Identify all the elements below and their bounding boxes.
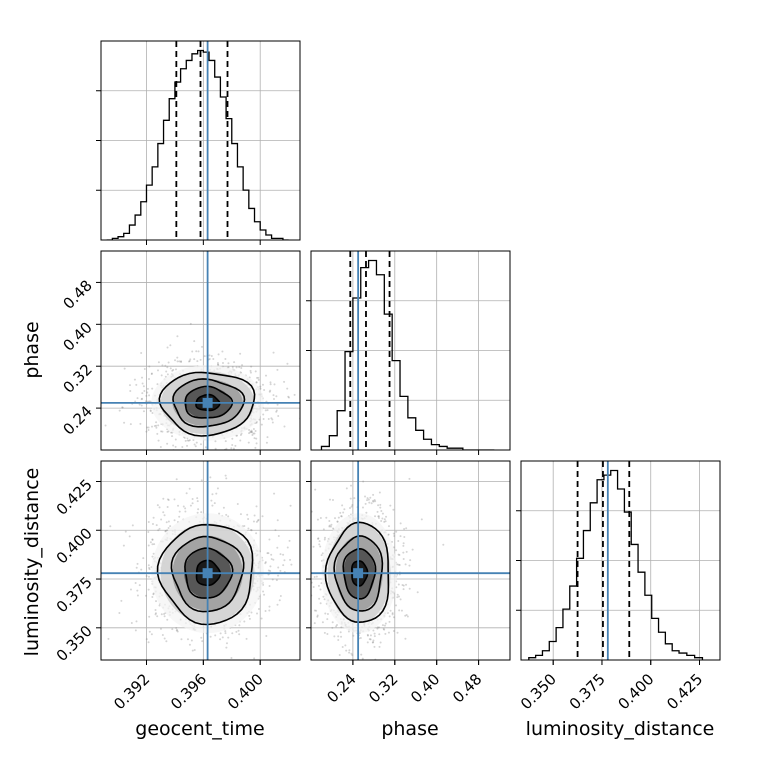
density-panel-geocent_time-phase: 0.24 0.32 0.40 0.48: [59, 250, 301, 455]
y-axis-label-phase: phase: [21, 321, 43, 378]
x-axis-label-phase: phase: [381, 718, 438, 740]
panels: 0.350 0.375 0.400 0.4250.240.320.400.480.39…: [53, 40, 721, 713]
hist-panel-geocent_time: [96, 40, 301, 245]
histogram-step: [106, 49, 289, 240]
histogram-step: [320, 259, 495, 450]
y-tick-label: 0.40: [59, 318, 95, 354]
x-tick-label: 0.48: [449, 670, 485, 706]
truth-marker: [353, 568, 364, 579]
x-tick-label: 0.400: [614, 670, 657, 713]
y-tick-label: 0.48: [59, 277, 95, 313]
y-tick-label: 0.32: [59, 360, 95, 396]
axis-labels: geocent_time phase luminosity_distancephas…: [21, 321, 714, 740]
x-tick-label: 0.350: [517, 670, 560, 713]
x-tick-label: 0.392: [110, 670, 153, 713]
hist-panel-luminosity_distance: 0.350 0.375 0.400 0.425: [516, 460, 721, 713]
axes-frame: [100, 40, 301, 241]
x-tick-label: 0.32: [365, 670, 401, 706]
y-tick-label: 0.350: [53, 622, 96, 665]
axes-frame: [310, 250, 511, 451]
density-panel-phase-luminosity_distance: 0.24 0.32 0.40 0.48: [306, 460, 511, 706]
y-tick-label: 0.24: [59, 402, 95, 438]
y-axis-label-luminosity_distance: luminosity_distance: [21, 468, 43, 657]
x-axis-label-luminosity_distance: luminosity_distance: [526, 718, 715, 740]
y-tick-label: 0.375: [53, 573, 96, 616]
axes-frame: [310, 460, 511, 661]
x-tick-label: 0.40: [407, 670, 443, 706]
hist-panel-phase: [306, 250, 511, 455]
x-tick-label: 0.396: [167, 670, 210, 713]
y-tick-label: 0.425: [53, 476, 96, 519]
x-tick-label: 0.24: [323, 670, 359, 706]
x-axis-label-geocent_time: geocent_time: [135, 718, 264, 740]
axes-frame: [520, 460, 721, 661]
truth-marker: [202, 397, 213, 408]
axes-frame: [100, 460, 301, 661]
truth-marker: [202, 568, 213, 579]
x-tick-label: 0.400: [224, 670, 267, 713]
x-tick-label: 0.425: [663, 670, 706, 713]
density-panel-geocent_time-luminosity_distance: 0.392 0.396 0.400 0.350 0.375 0.400 0.425: [53, 460, 301, 713]
y-tick-label: 0.400: [53, 524, 96, 567]
histogram-step: [528, 469, 704, 660]
axes-frame: [100, 250, 301, 451]
x-tick-label: 0.375: [566, 670, 609, 713]
